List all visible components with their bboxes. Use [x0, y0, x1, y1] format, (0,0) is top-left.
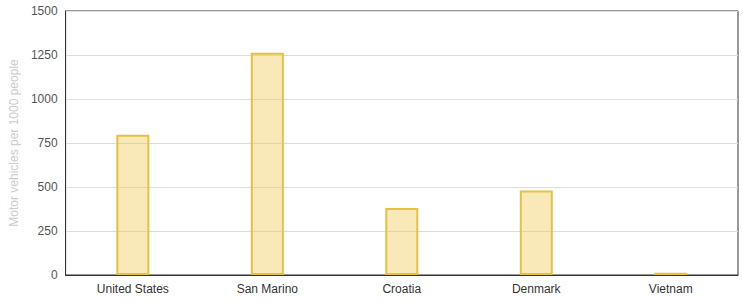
svg-text:Vietnam: Vietnam [649, 282, 693, 296]
svg-text:Croatia: Croatia [382, 282, 421, 296]
svg-text:500: 500 [38, 180, 58, 194]
svg-text:Motor vehicles per 1000 people: Motor vehicles per 1000 people [7, 59, 21, 227]
svg-text:750: 750 [38, 136, 58, 150]
svg-text:1000: 1000 [31, 92, 58, 106]
svg-text:1500: 1500 [31, 4, 58, 18]
svg-text:Denmark: Denmark [512, 282, 562, 296]
svg-text:1250: 1250 [31, 48, 58, 62]
svg-text:250: 250 [38, 224, 58, 238]
svg-text:0: 0 [51, 268, 58, 282]
svg-text:San Marino: San Marino [237, 282, 299, 296]
svg-text:United States: United States [97, 282, 169, 296]
